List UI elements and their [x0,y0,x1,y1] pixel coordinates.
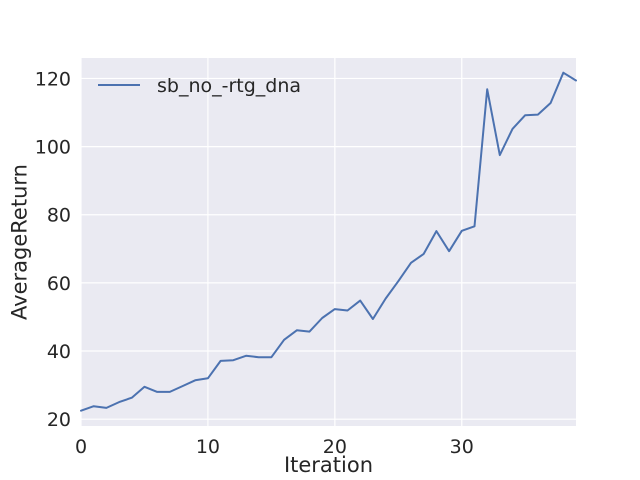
x-axis-label: Iteration [284,453,373,477]
legend: sb_no_-rtg_dna [98,75,301,97]
y-axis-label: AverageReturn [7,164,31,320]
grid-lines [80,58,576,426]
x-tick-label: 10 [196,436,220,458]
y-tick-label: 60 [47,273,71,295]
y-tick-label: 20 [47,409,71,431]
y-tick-label: 80 [47,205,71,227]
y-axis-ticks: 20 40 60 80 100 120 [35,68,71,431]
series-line [80,71,577,412]
legend-label: sb_no_-rtg_dna [157,75,301,97]
x-tick-label: 30 [450,436,474,458]
y-tick-label: 100 [35,137,71,159]
y-tick-label: 40 [47,341,71,363]
plot-area [81,58,576,426]
x-axis-ticks: 0 10 20 30 [75,436,474,458]
y-tick-label: 120 [35,68,71,90]
x-tick-label: 0 [75,436,87,458]
x-tick-label: 20 [323,436,347,458]
series-layer [80,71,577,412]
